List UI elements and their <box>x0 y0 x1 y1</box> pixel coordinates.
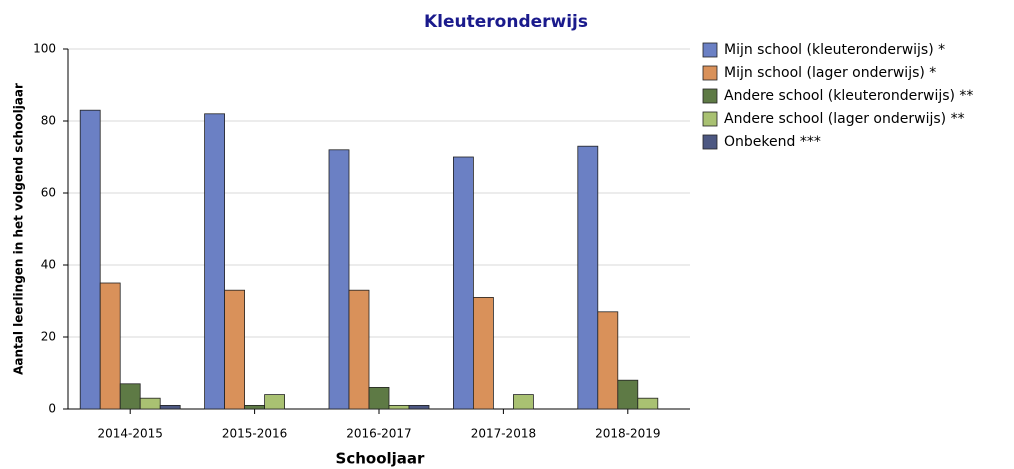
bar <box>204 113 226 410</box>
bar <box>99 282 121 410</box>
y-tick-label: 40 <box>41 258 56 272</box>
bar <box>513 394 534 410</box>
legend-swatch <box>702 111 718 127</box>
y-tick-label: 80 <box>41 114 56 128</box>
bar <box>597 311 619 410</box>
y-tick-label: 60 <box>41 186 56 200</box>
x-axis-label: Schooljaar <box>336 450 426 468</box>
bar <box>119 383 141 410</box>
bar <box>637 397 659 410</box>
y-tick-label: 0 <box>48 402 56 416</box>
x-tick-label: 2016-2017 <box>346 427 411 441</box>
bar <box>472 296 494 410</box>
bar <box>408 404 430 410</box>
legend-label: Onbekend *** <box>724 134 821 150</box>
y-tick-label: 100 <box>33 42 56 56</box>
x-tick-label: 2018-2019 <box>595 427 660 441</box>
x-tick-label: 2015-2016 <box>222 427 287 441</box>
legend-swatch <box>702 42 718 58</box>
bar <box>264 394 286 410</box>
chart-title: Kleuteronderwijs <box>424 12 588 32</box>
bar <box>328 149 350 410</box>
bar <box>368 386 390 410</box>
x-tick-label: 2014-2015 <box>97 427 162 441</box>
bar <box>159 404 181 410</box>
legend-swatch <box>702 65 718 81</box>
legend-label: Mijn school (lager onderwijs) * <box>724 65 936 81</box>
legend-label: Mijn school (kleuteronderwijs) * <box>724 42 945 58</box>
bar <box>452 156 474 410</box>
legend-swatch <box>702 88 718 104</box>
bar <box>139 397 161 410</box>
bar <box>617 379 639 410</box>
bar <box>348 289 370 410</box>
legend-label: Andere school (lager onderwijs) ** <box>724 111 965 127</box>
bar <box>388 404 410 410</box>
bar <box>244 404 266 410</box>
bar <box>79 109 101 410</box>
bar <box>577 145 599 410</box>
legend-swatch <box>702 134 718 150</box>
x-tick-label: 2017-2018 <box>471 427 536 441</box>
y-axis-label: Aantal leerlingen in het volgend schoolj… <box>12 83 26 375</box>
y-tick-label: 20 <box>41 330 56 344</box>
legend-label: Andere school (kleuteronderwijs) ** <box>724 88 973 104</box>
bar <box>224 289 246 410</box>
